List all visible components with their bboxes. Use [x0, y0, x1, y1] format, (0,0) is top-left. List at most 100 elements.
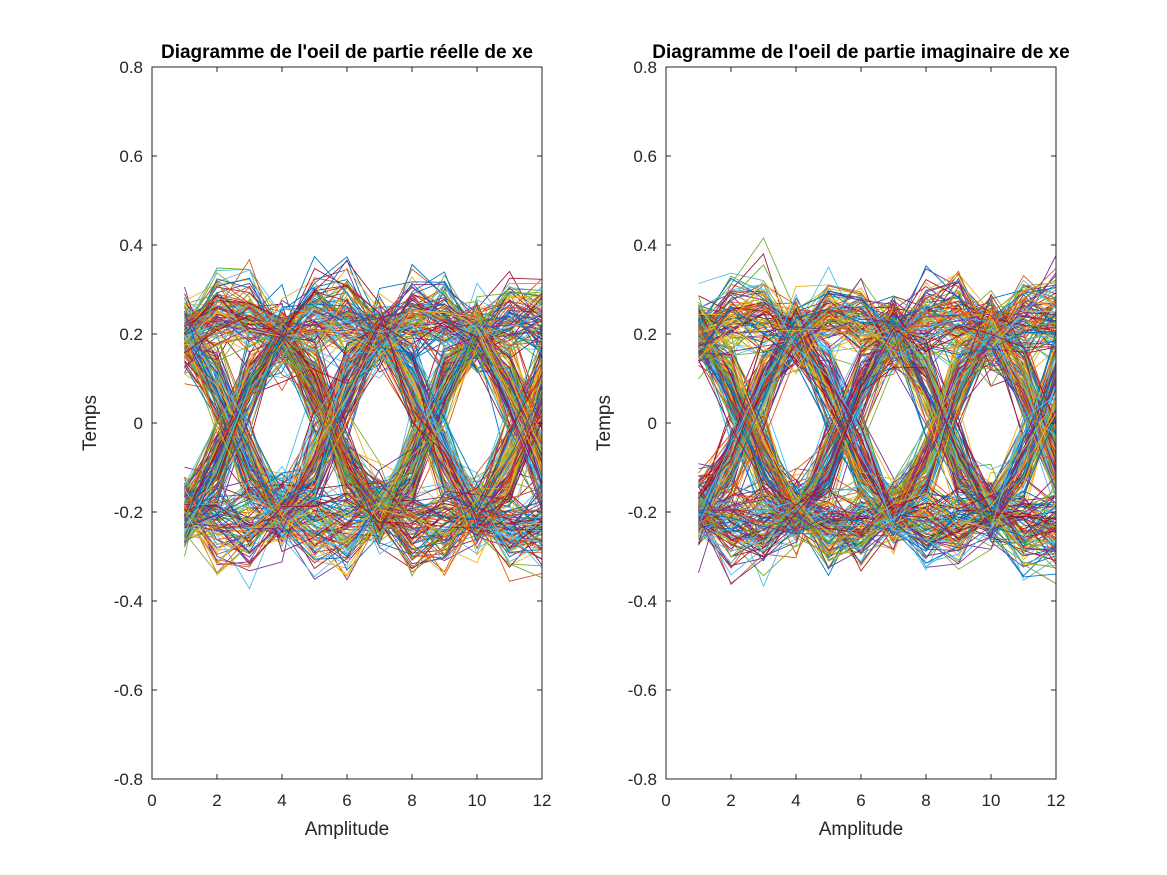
- eye-trace: [698, 300, 1056, 498]
- x-tick-label: 6: [856, 791, 865, 810]
- x-tick-label: 10: [982, 791, 1001, 810]
- x-tick-label: 8: [407, 791, 416, 810]
- eye-trace: [184, 279, 542, 558]
- eye-trace: [698, 366, 1056, 565]
- x-axis-label: Amplitude: [819, 819, 904, 840]
- eye-trace: [698, 283, 1056, 561]
- eye-trace: [698, 315, 1056, 584]
- eye-trace: [698, 280, 1056, 525]
- x-tick-label: 12: [1047, 791, 1066, 810]
- eye-trace: [698, 295, 1056, 536]
- eye-trace: [184, 315, 542, 556]
- eye-diagram-imaginary-part: 0 2 4 6 8 10 12 0.8 0.6 0.4 0.2 0 -0.2 -0.4 -0.6 -0.8 Di…: [594, 42, 1070, 840]
- eye-trace: [184, 304, 542, 560]
- traces: [698, 237, 1056, 588]
- y-tick-label: -0.6: [628, 681, 657, 700]
- eye-trace: [184, 317, 542, 552]
- eye-trace: [698, 323, 1056, 561]
- chart-title: Diagramme de l'oeil de partie réelle de …: [161, 42, 533, 63]
- eye-trace: [698, 310, 1056, 350]
- eye-trace: [184, 290, 542, 502]
- eye-trace: [698, 318, 1056, 533]
- eye-trace: [184, 306, 542, 512]
- eye-diagram-real-part: 0 2 4 6 8 10 12 0.8 0.6 0.4 0.2 0 -0.2 -0.4 -0.6 -0.8 Di…: [80, 42, 551, 840]
- eye-trace: [698, 317, 1056, 478]
- x-tick-label: 6: [342, 791, 351, 810]
- x-tick-label: 0: [147, 791, 156, 810]
- eye-trace: [184, 323, 542, 527]
- eye-trace: [184, 305, 542, 559]
- eye-trace: [184, 417, 542, 554]
- y-tick-label: 0: [134, 414, 143, 433]
- eye-trace: [698, 315, 1056, 544]
- eye-trace: [698, 317, 1056, 511]
- eye-trace: [698, 352, 1056, 538]
- eye-trace: [698, 277, 1056, 548]
- eye-trace: [698, 275, 1056, 554]
- eye-trace: [184, 304, 542, 517]
- eye-trace: [184, 294, 542, 548]
- eye-trace: [184, 480, 542, 532]
- y-tick-label: -0.6: [114, 681, 143, 700]
- eye-trace: [184, 314, 542, 491]
- eye-trace: [698, 316, 1056, 529]
- eye-trace: [698, 280, 1056, 533]
- y-tick-label: 0.8: [633, 58, 657, 77]
- y-tick-label: -0.8: [114, 770, 143, 789]
- eye-trace: [698, 308, 1056, 515]
- eye-trace: [698, 293, 1056, 510]
- eye-trace: [698, 294, 1056, 521]
- y-tick-label: 0: [648, 414, 657, 433]
- eye-trace: [698, 313, 1056, 546]
- eye-trace: [698, 319, 1056, 535]
- x-tick-label: 10: [468, 791, 487, 810]
- eye-trace: [184, 303, 542, 534]
- eye-trace: [698, 280, 1056, 532]
- eye-trace: [184, 310, 542, 536]
- y-axis-label: Temps: [80, 395, 101, 451]
- y-tick-label: 0.6: [633, 147, 657, 166]
- eye-trace: [698, 342, 1056, 543]
- y-tick-label: -0.4: [628, 592, 657, 611]
- eye-trace: [184, 305, 542, 517]
- eye-trace: [698, 369, 1056, 552]
- eye-trace: [184, 267, 542, 519]
- eye-trace: [184, 301, 542, 531]
- x-axis-label: Amplitude: [305, 819, 390, 840]
- eye-trace: [698, 308, 1056, 539]
- eye-trace: [184, 347, 542, 543]
- eye-trace: [698, 477, 1056, 559]
- chart-title: Diagramme de l'oeil de partie imaginaire…: [652, 42, 1069, 63]
- eye-trace: [184, 298, 542, 543]
- eye-trace: [184, 267, 542, 566]
- eye-trace: [698, 324, 1056, 558]
- y-tick-label: 0.4: [119, 236, 143, 255]
- eye-trace: [698, 306, 1056, 549]
- eye-trace: [184, 306, 542, 507]
- eye-trace: [184, 255, 542, 521]
- eye-trace: [184, 310, 542, 522]
- x-tick-label: 2: [212, 791, 221, 810]
- eye-trace: [698, 297, 1056, 540]
- eye-trace: [184, 310, 542, 449]
- y-tick-label: 0.8: [119, 58, 143, 77]
- eye-trace: [698, 292, 1056, 557]
- x-tick-label: 4: [277, 791, 286, 810]
- eye-trace: [698, 328, 1056, 551]
- eye-trace: [698, 292, 1056, 494]
- eye-trace: [184, 309, 542, 565]
- y-tick-label: 0.4: [633, 236, 657, 255]
- eye-trace: [184, 320, 542, 552]
- eye-trace: [184, 317, 542, 550]
- eye-trace: [698, 312, 1056, 536]
- y-tick-label: -0.2: [628, 503, 657, 522]
- eye-trace: [698, 277, 1056, 537]
- traces: [184, 255, 542, 590]
- eye-trace: [184, 272, 542, 577]
- x-tick-label: 2: [726, 791, 735, 810]
- eye-trace: [184, 284, 542, 542]
- y-tick-label: 0.6: [119, 147, 143, 166]
- eye-trace: [184, 291, 542, 532]
- x-tick-label: 4: [791, 791, 800, 810]
